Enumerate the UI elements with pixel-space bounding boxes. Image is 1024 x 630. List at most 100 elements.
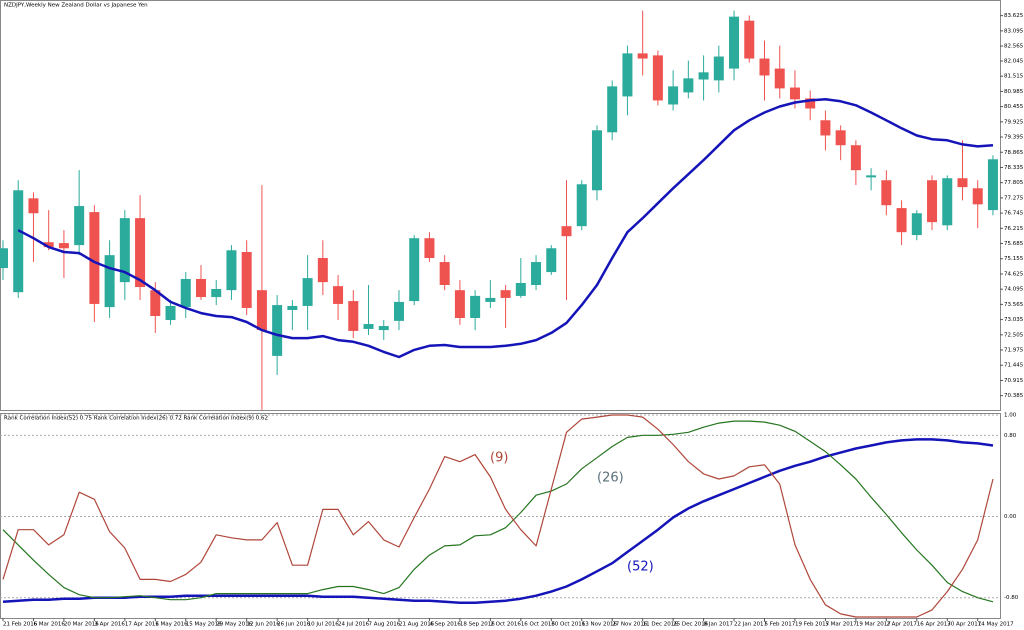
x-tick-label: 27 Nov 2016 <box>612 622 648 628</box>
x-tick-label: 7 Aug 2016 <box>369 622 401 628</box>
indicator-line <box>2 414 994 618</box>
x-tick-label: 5 Feb 2017 <box>765 622 796 628</box>
x-tick-label: 16 Oct 2016 <box>521 622 556 628</box>
candle-body <box>454 290 465 319</box>
candle-body <box>43 242 54 248</box>
candle-body <box>789 87 800 100</box>
y-tick-label: 78.335 <box>1004 165 1024 171</box>
candle-body <box>835 130 846 146</box>
x-tick-label: 30 Oct 2016 <box>551 622 586 628</box>
candle-body <box>927 180 938 223</box>
x-tick-label: 22 Jan 2017 <box>734 622 767 628</box>
x-tick-label: 19 Feb 2017 <box>795 622 830 628</box>
y-tick-label: 81.515 <box>1004 74 1024 80</box>
candle-body <box>485 297 496 302</box>
x-tick-label: 14 May 2017 <box>978 622 1014 628</box>
y-tick-label: 80.455 <box>1004 104 1024 110</box>
candle-body <box>500 290 511 298</box>
annotation: (26) <box>597 471 624 486</box>
x-tick-label: 1 May 2016 <box>155 622 188 628</box>
x-tick-label: 21 Feb 2016 <box>3 622 38 628</box>
candle-body <box>393 301 404 321</box>
x-tick-label: 6 Mar 2016 <box>33 622 65 628</box>
candle-body <box>470 295 481 319</box>
candle-body <box>866 175 877 178</box>
y-tick-label: 76.215 <box>1004 226 1024 232</box>
x-tick-label: 13 Nov 2016 <box>582 622 618 628</box>
y-tick-label: 78.865 <box>1004 150 1024 156</box>
x-tick-label: 2 Oct 2016 <box>490 622 521 628</box>
candle-body <box>0 248 8 269</box>
y-tick-label: 79.925 <box>1004 119 1024 125</box>
y-tick-label: 74.095 <box>1004 287 1024 293</box>
candle-body <box>317 258 328 283</box>
candle-body <box>820 120 831 136</box>
candle-body <box>363 324 374 329</box>
candle-body <box>195 278 206 298</box>
y-tick-label: 83.625 <box>1004 13 1024 19</box>
indicator-title: Rank Correlation Index(52) 0.75 Rank Cor… <box>4 416 268 422</box>
candle-body <box>439 262 450 285</box>
x-tick-label: 15 May 2016 <box>186 622 222 628</box>
candle-body <box>591 130 602 191</box>
candle-body <box>622 53 633 97</box>
indicator-line <box>2 420 994 603</box>
annotation: (52) <box>627 560 654 575</box>
indicator-panel <box>0 413 1001 619</box>
price-panel <box>0 0 1001 411</box>
x-tick-label: 11 Dec 2016 <box>643 622 679 628</box>
y-tick-label: 80.985 <box>1004 89 1024 95</box>
candle-body <box>119 218 130 283</box>
y-tick-label: 79.395 <box>1004 135 1024 141</box>
y-tick-label: 72.505 <box>1004 332 1024 338</box>
candle-body <box>607 86 618 133</box>
candle-body <box>683 78 694 93</box>
candle-body <box>226 250 237 291</box>
candle-body <box>302 278 313 306</box>
candle-body <box>348 301 359 331</box>
y-tick-label: 0.80 <box>1004 433 1017 439</box>
candle-body <box>637 53 648 59</box>
x-tick-label: 24 Jul 2016 <box>338 622 370 628</box>
x-tick-label: 8 Jan 2017 <box>704 622 734 628</box>
candle-body <box>987 159 998 211</box>
candle-body <box>576 184 587 227</box>
candle-body <box>957 178 968 188</box>
x-tick-label: 2 Apr 2017 <box>886 622 917 628</box>
y-tick-label: 71.975 <box>1004 348 1024 354</box>
y-tick-label: 71.445 <box>1004 363 1024 369</box>
candle-body <box>104 255 115 308</box>
candle-body <box>424 238 435 259</box>
candle-body <box>942 178 953 226</box>
candle-body <box>135 218 146 288</box>
y-tick-label: 75.685 <box>1004 241 1024 247</box>
candle-body <box>561 226 572 237</box>
y-tick-label: 76.745 <box>1004 211 1024 217</box>
candle-body <box>759 58 770 76</box>
candle-body <box>150 290 161 316</box>
y-tick-label: -0.80 <box>1004 595 1019 601</box>
x-tick-label: 10 Jul 2016 <box>308 622 340 628</box>
candle-body <box>378 326 389 331</box>
x-tick-label: 21 Aug 2016 <box>399 622 435 628</box>
candle-body <box>272 305 283 356</box>
x-tick-label: 29 May 2016 <box>216 622 252 628</box>
candle-body <box>911 213 922 236</box>
candle-body <box>211 289 222 298</box>
y-tick-label: 77.805 <box>1004 180 1024 186</box>
chart-title: NZDJPY,Weekly New Zealand Dollar vs Japa… <box>4 3 148 9</box>
candle-body <box>89 212 100 304</box>
x-tick-label: 30 Apr 2017 <box>947 622 982 628</box>
candle-body <box>13 190 24 293</box>
candle-body <box>896 208 907 233</box>
x-tick-label: 25 Dec 2016 <box>673 622 709 628</box>
candle-body <box>241 251 252 308</box>
candle-body <box>713 56 724 81</box>
candle-body <box>850 145 861 171</box>
candle-body <box>287 305 298 310</box>
y-tick-label: 0.00 <box>1004 514 1017 520</box>
y-tick-label: 1.00 <box>1004 413 1017 419</box>
candle-body <box>972 188 983 205</box>
x-tick-label: 5 Mar 2017 <box>825 622 857 628</box>
y-tick-label: 83.095 <box>1004 28 1024 34</box>
